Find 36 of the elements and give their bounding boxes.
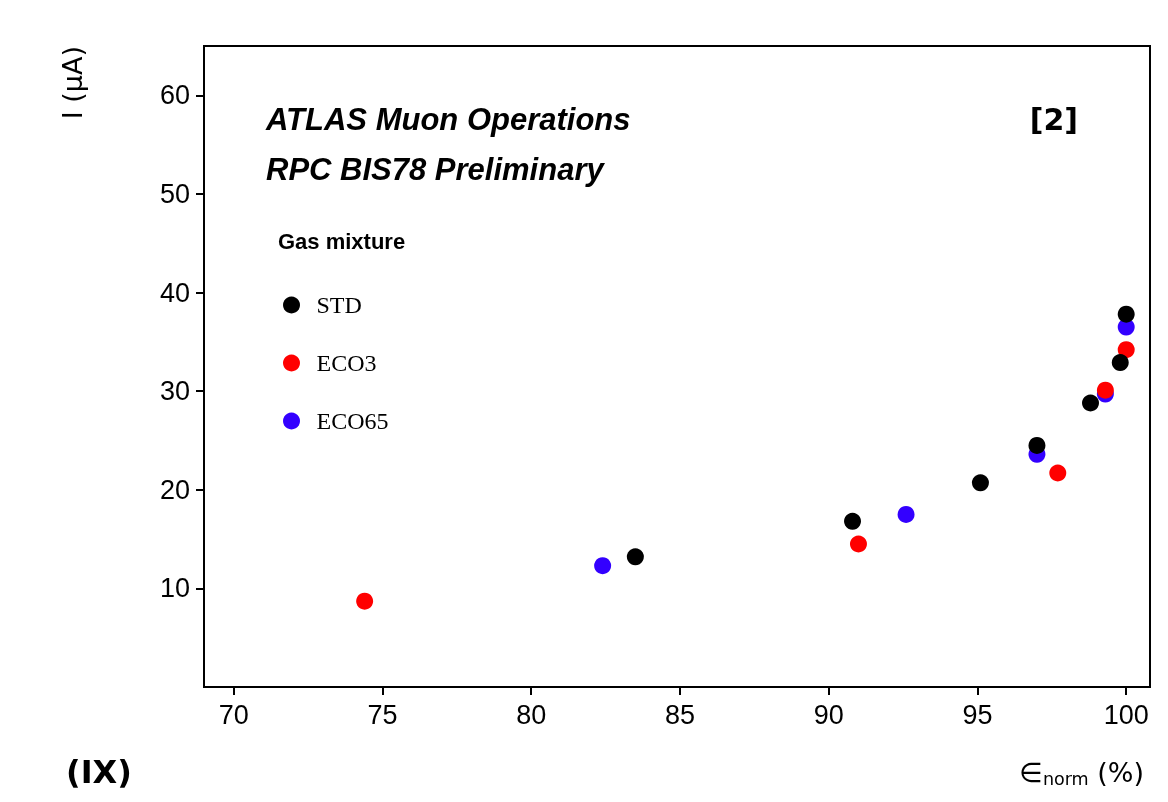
point xyxy=(1049,464,1067,482)
x-tick-label: 95 xyxy=(962,699,993,730)
point xyxy=(1111,354,1129,372)
point xyxy=(1096,381,1114,399)
annotation: ATLAS Muon Operations xyxy=(265,102,631,137)
legend-title: Gas mixture xyxy=(278,228,406,254)
y-tick-label: 50 xyxy=(159,178,190,209)
x-tick-label: 75 xyxy=(367,699,398,730)
x-tick-label: 85 xyxy=(664,699,695,730)
point xyxy=(1117,305,1135,323)
y-tick-label: 10 xyxy=(159,573,190,604)
legend-label: STD xyxy=(316,292,362,318)
legend-label: ECO3 xyxy=(316,350,377,376)
x-tick-label: 90 xyxy=(813,699,844,730)
point xyxy=(1028,436,1046,454)
x-tick-label: 70 xyxy=(218,699,249,730)
y-tick-label: 40 xyxy=(159,277,190,308)
point xyxy=(897,505,915,523)
point xyxy=(971,474,989,492)
legend-label: ECO65 xyxy=(316,408,389,434)
y-axis-title: I (µA) xyxy=(57,46,88,120)
y-tick-label: 20 xyxy=(159,474,190,505)
annotation: [2] xyxy=(1029,101,1078,137)
point xyxy=(594,557,612,575)
point xyxy=(844,512,862,530)
x-tick-label: 80 xyxy=(516,699,547,730)
point xyxy=(1082,394,1099,412)
point xyxy=(849,535,867,553)
y-tick-label: 30 xyxy=(159,376,190,407)
x-tick-label: 100 xyxy=(1103,699,1149,730)
text: (IX) xyxy=(66,753,132,791)
y-tick-label: 60 xyxy=(159,80,190,111)
point xyxy=(356,592,374,610)
point xyxy=(626,548,644,566)
annotation: RPC BIS78 Preliminary xyxy=(266,152,606,187)
point xyxy=(1117,341,1135,359)
